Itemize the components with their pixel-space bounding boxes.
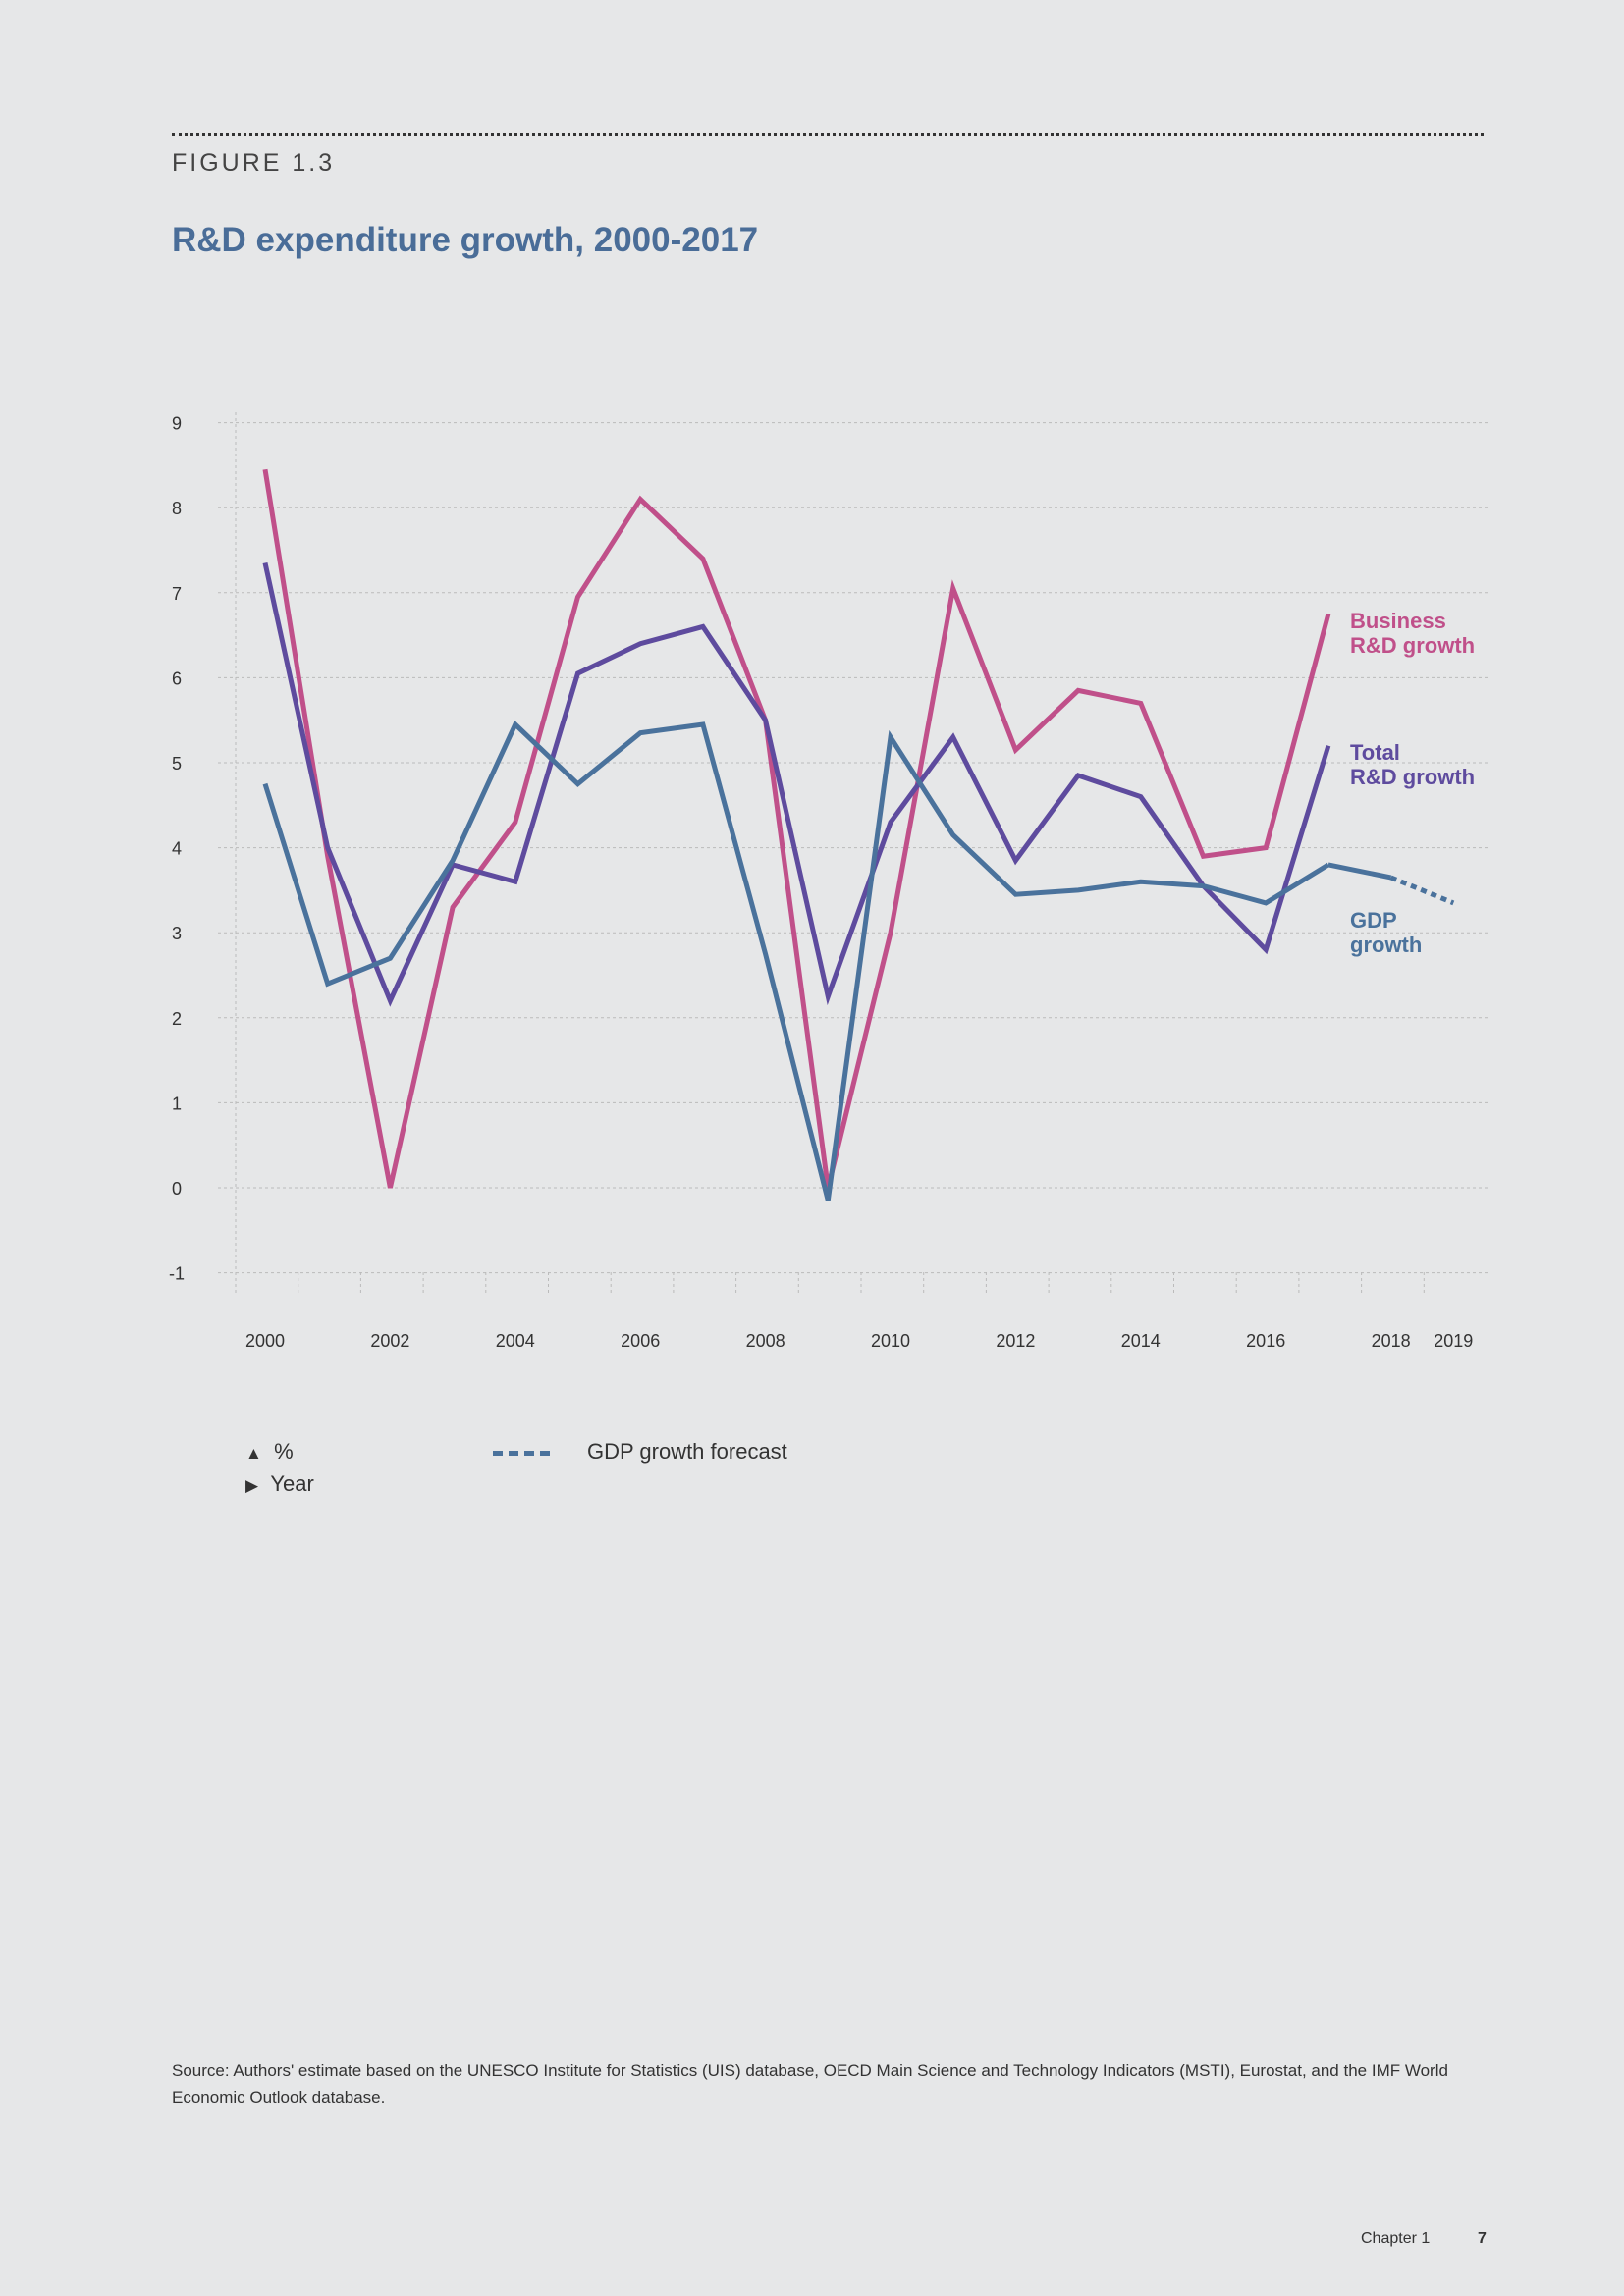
legend-forecast-label: GDP growth forecast xyxy=(587,1439,787,1464)
x-tick-label: 2014 xyxy=(1121,1331,1161,1351)
legend-x-axis: ▶ Year xyxy=(245,1471,314,1497)
x-tick-label: 2010 xyxy=(871,1331,910,1351)
series-line-2 xyxy=(262,720,1330,1201)
dashed-line-icon xyxy=(493,1450,550,1456)
y-tick-label: 3 xyxy=(172,924,182,943)
source-note: Source: Authors' estimate based on the U… xyxy=(172,2061,1448,2107)
series-line-1 xyxy=(262,561,1331,1007)
legend-y-axis: ▲ % xyxy=(245,1439,294,1465)
line-chart: -1 0 1 2 3 4 5 6 7 8 9 2000 2002 2004 2006 2008 2010 2012… xyxy=(169,412,1488,1351)
series-label: GDP xyxy=(1350,908,1397,933)
y-tick-label: 0 xyxy=(172,1179,182,1199)
x-tick-label: 2018 xyxy=(1372,1331,1411,1351)
gdp-forecast-line xyxy=(1389,875,1455,906)
series-label: Business xyxy=(1350,609,1446,633)
series-label: R&D growth xyxy=(1350,633,1475,658)
footer-page-number: 7 xyxy=(1478,2230,1487,2247)
dotted-rule xyxy=(172,133,1484,136)
series-label: R&D growth xyxy=(1350,765,1475,789)
series-line-0 xyxy=(262,468,1331,1189)
x-tick-label: 2016 xyxy=(1246,1331,1285,1351)
y-tick-label: 4 xyxy=(172,839,182,859)
x-tick-label: 2004 xyxy=(496,1331,535,1351)
y-tick-label: 9 xyxy=(172,414,182,434)
legend-y-label: % xyxy=(274,1439,294,1464)
y-tick-label: 2 xyxy=(172,1009,182,1029)
triangle-up-icon: ▲ xyxy=(245,1444,262,1463)
y-tick-label: 8 xyxy=(172,499,182,518)
footer-chapter: Chapter 1 xyxy=(1361,2230,1431,2247)
x-tick-label: 2002 xyxy=(370,1331,409,1351)
gdp-line-to-2018 xyxy=(1327,862,1392,881)
x-tick-label: 2000 xyxy=(245,1331,285,1351)
figure-label: FIGURE 1.3 xyxy=(172,149,336,177)
y-tick-label: 1 xyxy=(172,1094,182,1113)
x-tick-label: 2008 xyxy=(746,1331,785,1351)
y-tick-label: 6 xyxy=(172,668,182,688)
series-label: growth xyxy=(1350,933,1422,957)
chart-title: R&D expenditure growth, 2000-2017 xyxy=(172,221,759,259)
x-tick-label: 2012 xyxy=(996,1331,1035,1351)
x-tick-label: 2006 xyxy=(621,1331,660,1351)
y-tick-label: 5 xyxy=(172,754,182,774)
legend-x-label: Year xyxy=(270,1471,314,1496)
series-label: Total xyxy=(1350,740,1400,765)
y-tick-label: 7 xyxy=(172,584,182,604)
x-tick-label: 2019 xyxy=(1434,1331,1473,1351)
y-tick-label: -1 xyxy=(169,1264,185,1284)
triangle-right-icon: ▶ xyxy=(245,1476,259,1495)
legend-forecast: GDP growth forecast xyxy=(493,1439,787,1465)
